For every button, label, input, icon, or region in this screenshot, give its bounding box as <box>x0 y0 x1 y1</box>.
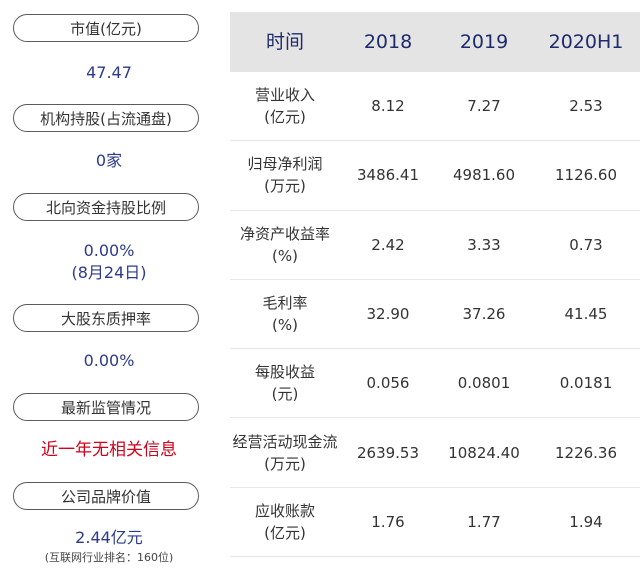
institutional-holding-label: 机构持股(占流通盘) <box>13 104 199 132</box>
table-cell: 2639.53 <box>356 443 420 462</box>
row-label: 经营活动现金流 (万元) <box>232 432 338 473</box>
financial-table: 时间 2018 2019 2020H1 营业收入 (亿元) 8.12 7.27 2… <box>230 12 640 558</box>
pledge-rate-label: 大股东质押率 <box>13 304 199 332</box>
table-cell: 1.94 <box>569 512 603 531</box>
table-row: 净资产收益率 (%) 2.42 3.33 0.73 <box>230 211 640 280</box>
table-cell: 37.26 <box>462 305 506 324</box>
row-label: 每股收益 (元) <box>254 363 315 404</box>
row-label: 毛利率 (%) <box>262 294 308 335</box>
table-cell: 2.53 <box>569 97 603 116</box>
row-label: 归母净利润 (万元) <box>247 155 323 196</box>
table-cell: 41.45 <box>564 305 608 324</box>
market-cap-label: 市值(亿元) <box>13 14 199 42</box>
table-row: 每股收益 (元) 0.056 0.0801 0.0181 <box>230 349 640 419</box>
table-cell: 0.056 <box>366 374 410 393</box>
header-year-2018: 2018 <box>363 31 413 53</box>
table-row: 毛利率 (%) 32.90 37.26 41.45 <box>230 280 640 350</box>
table-cell: 8.12 <box>371 97 405 116</box>
table-cell: 3.33 <box>467 235 501 254</box>
header-period: 时间 <box>265 31 304 53</box>
table-row: 归母净利润 (万元) 3486.41 4981.60 1126.60 <box>230 141 640 211</box>
northbound-ratio-value: 0.00% <box>83 241 135 260</box>
institutional-holding-value: 0家 <box>95 151 123 170</box>
header-year-2019: 2019 <box>459 31 509 53</box>
market-cap-value: 47.47 <box>86 63 132 82</box>
table-cell: 7.27 <box>467 97 501 116</box>
row-label: 应收账款 (亿元) <box>254 501 315 542</box>
table-cell: 0.73 <box>569 235 603 254</box>
regulatory-status-label: 最新监管情况 <box>13 393 199 421</box>
table-row: 应收账款 (亿元) 1.76 1.77 1.94 <box>230 488 640 558</box>
brand-value-rank-note: (互联网行业排名：160位) <box>44 551 174 564</box>
northbound-ratio-label: 北向资金持股比例 <box>13 193 199 221</box>
table-cell: 1226.36 <box>554 443 618 462</box>
row-label: 净资产收益率 (%) <box>239 224 330 265</box>
regulatory-status-value: 近一年无相关信息 <box>41 440 177 460</box>
row-label: 营业收入 (亿元) <box>254 86 315 127</box>
table-header-row: 时间 2018 2019 2020H1 <box>230 12 640 72</box>
table-cell: 2.42 <box>371 235 405 254</box>
table-cell: 0.0801 <box>457 374 511 393</box>
pledge-rate-value: 0.00% <box>83 351 135 370</box>
table-cell: 32.90 <box>366 305 410 324</box>
header-2020h1: 2020H1 <box>548 31 624 53</box>
table-cell: 1.77 <box>467 512 501 531</box>
northbound-ratio-date: (8月24日) <box>71 263 147 282</box>
brand-value-label: 公司品牌价值 <box>13 482 199 510</box>
table-row: 营业收入 (亿元) 8.12 7.27 2.53 <box>230 72 640 142</box>
brand-value-value: 2.44亿元 <box>75 528 143 547</box>
table-cell: 10824.40 <box>448 443 520 462</box>
table-cell: 1.76 <box>371 512 405 531</box>
summary-panel: 市值(亿元) 47.47 机构持股(占流通盘) 0家 北向资金持股比例 0.00… <box>0 0 218 579</box>
table-cell: 4981.60 <box>452 166 516 185</box>
table-cell: 1126.60 <box>554 166 618 185</box>
table-cell: 3486.41 <box>356 166 420 185</box>
table-row: 经营活动现金流 (万元) 2639.53 10824.40 1226.36 <box>230 418 640 488</box>
table-cell: 0.0181 <box>559 374 613 393</box>
